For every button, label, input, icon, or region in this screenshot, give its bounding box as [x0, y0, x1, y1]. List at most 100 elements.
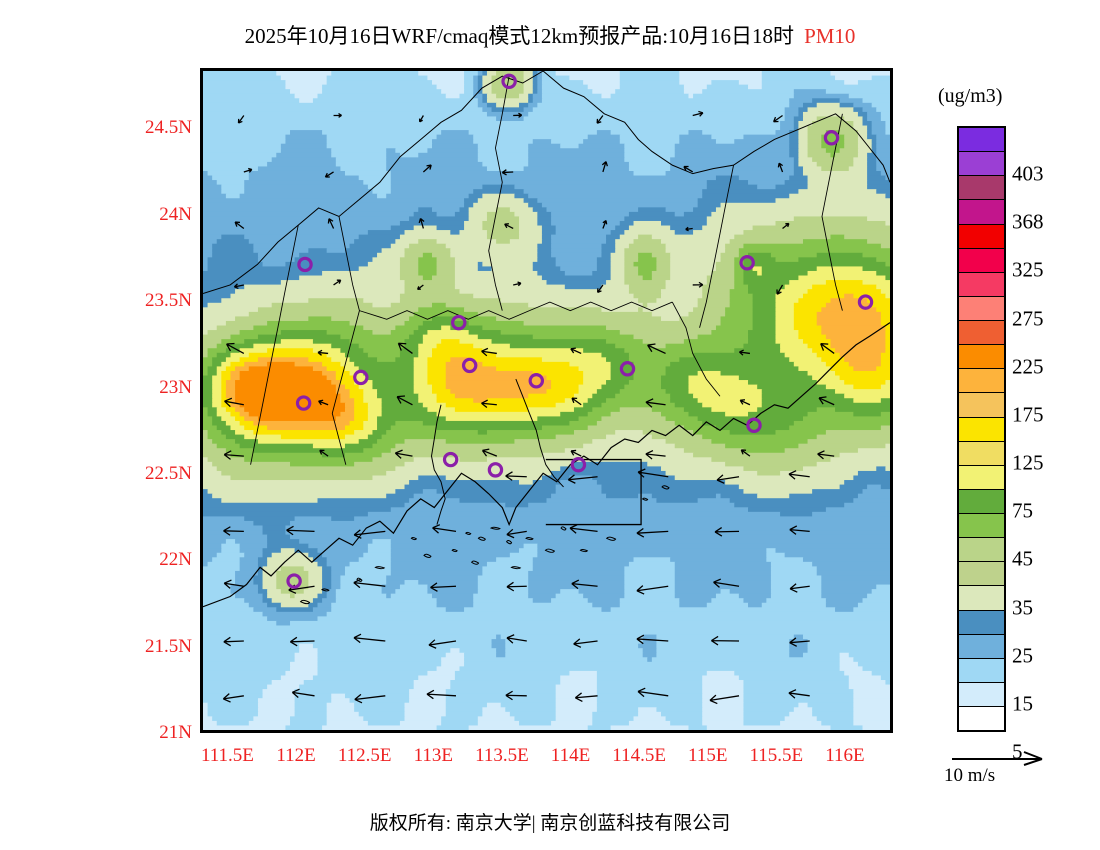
wind-arrow [570, 347, 582, 355]
island-outline [605, 536, 617, 541]
island-outline [321, 588, 330, 592]
island-outline [489, 526, 501, 530]
city-marker[interactable] [823, 130, 840, 146]
wind-arrow [567, 474, 598, 484]
colorbar-band [959, 538, 1004, 563]
wind-arrow [636, 585, 669, 595]
wind-arrow [353, 529, 386, 539]
wind-arrow [647, 343, 666, 355]
wind-arrow [645, 449, 666, 460]
city-marker[interactable] [487, 462, 504, 478]
geo-boundary [542, 71, 890, 183]
colorbar-band [959, 200, 1004, 225]
city-marker[interactable] [619, 361, 636, 377]
wind-arrow [506, 528, 527, 539]
colorbar-tick-label: 15 [1012, 691, 1033, 716]
colorbar-band [959, 152, 1004, 177]
geo-boundary [699, 165, 735, 328]
city-marker[interactable] [297, 256, 313, 273]
city-marker[interactable] [286, 573, 302, 589]
wind-arrow [636, 634, 669, 645]
wind-arrow [513, 281, 522, 287]
wind-arrow [692, 281, 704, 288]
wind-arrow [597, 284, 604, 293]
island-outline [661, 485, 670, 490]
wind-arrow [234, 221, 245, 229]
wind-arrow [223, 526, 244, 536]
city-marker[interactable] [739, 255, 755, 271]
lon-tick-label: 114.5E [612, 745, 666, 766]
lat-tick-label: 23.5N [145, 290, 192, 312]
city-marker[interactable] [353, 369, 369, 386]
island-outline [560, 526, 567, 531]
wind-arrow [422, 164, 432, 173]
city-marker[interactable] [857, 294, 874, 310]
wind-arrow [602, 220, 608, 229]
wind-arrow [291, 688, 315, 698]
geo-boundary [331, 216, 360, 465]
colorbar-band [959, 707, 1004, 731]
wind-arrow [396, 395, 413, 406]
lat-tick-label: 24N [159, 203, 192, 225]
wind-arrow [788, 689, 810, 699]
island-outline [299, 599, 311, 605]
map-plot-area[interactable] [200, 68, 893, 733]
lat-tick-label: 22.5N [145, 462, 192, 484]
wind-scale-label: 10 m/s [944, 765, 996, 786]
colorbar-tick-label: 225 [1012, 354, 1044, 379]
wind-arrow [714, 527, 740, 537]
wind-arrow [788, 470, 810, 480]
city-marker[interactable] [442, 451, 459, 468]
colorbar[interactable] [957, 126, 1006, 732]
wind-arrow [740, 449, 751, 457]
wind-arrow [430, 582, 457, 592]
wind-arrow [353, 633, 386, 644]
city-marker[interactable] [451, 314, 467, 331]
wind-arrow [573, 638, 598, 648]
wind-arrow [481, 399, 497, 409]
colorbar-band [959, 345, 1004, 370]
colorbar-band [959, 634, 1004, 659]
geo-boundary [203, 71, 544, 294]
title-pollutant: PM10 [804, 24, 856, 48]
wind-arrow [716, 474, 740, 484]
wind-arrow [222, 693, 244, 703]
lat-tick-label: 21N [159, 722, 192, 743]
geo-boundary [821, 113, 843, 311]
city-marker[interactable] [528, 373, 545, 389]
lon-tick-label: 115.5E [749, 745, 804, 766]
wind-arrow [738, 349, 751, 356]
wind-arrow [645, 398, 666, 408]
city-marker[interactable] [501, 73, 517, 90]
wind-arrow [426, 689, 457, 700]
colorbar-band [959, 128, 1004, 153]
geo-boundary [359, 310, 530, 320]
city-marker[interactable] [746, 417, 762, 434]
wind-arrow [601, 161, 608, 173]
lon-tick-label: 114E [550, 745, 591, 766]
wind-arrow [818, 396, 835, 406]
wind-arrow [571, 579, 598, 590]
colorbar-tick-label: 325 [1012, 257, 1044, 282]
city-marker[interactable] [295, 395, 312, 411]
wind-arrow [286, 525, 315, 536]
geo-boundary [250, 225, 299, 465]
wind-arrow [233, 283, 244, 290]
wind-scale-arrow [946, 748, 1086, 770]
lon-tick-label: 112E [276, 745, 316, 766]
city-marker[interactable] [461, 357, 478, 374]
lat-tick-label: 22N [159, 549, 192, 571]
city-marker[interactable] [570, 456, 587, 473]
colorbar-band [959, 393, 1004, 418]
wind-arrow [243, 167, 253, 173]
lon-tick-label: 113E [413, 745, 453, 766]
wind-arrow [789, 637, 810, 647]
wind-arrow [513, 112, 523, 118]
wind-arrow [570, 449, 582, 457]
wind-arrow [394, 449, 413, 459]
wind-arrow [333, 112, 342, 118]
colorbar-band [959, 514, 1004, 539]
island-outline [579, 549, 589, 553]
colorbar-tick-label: 75 [1012, 498, 1033, 523]
